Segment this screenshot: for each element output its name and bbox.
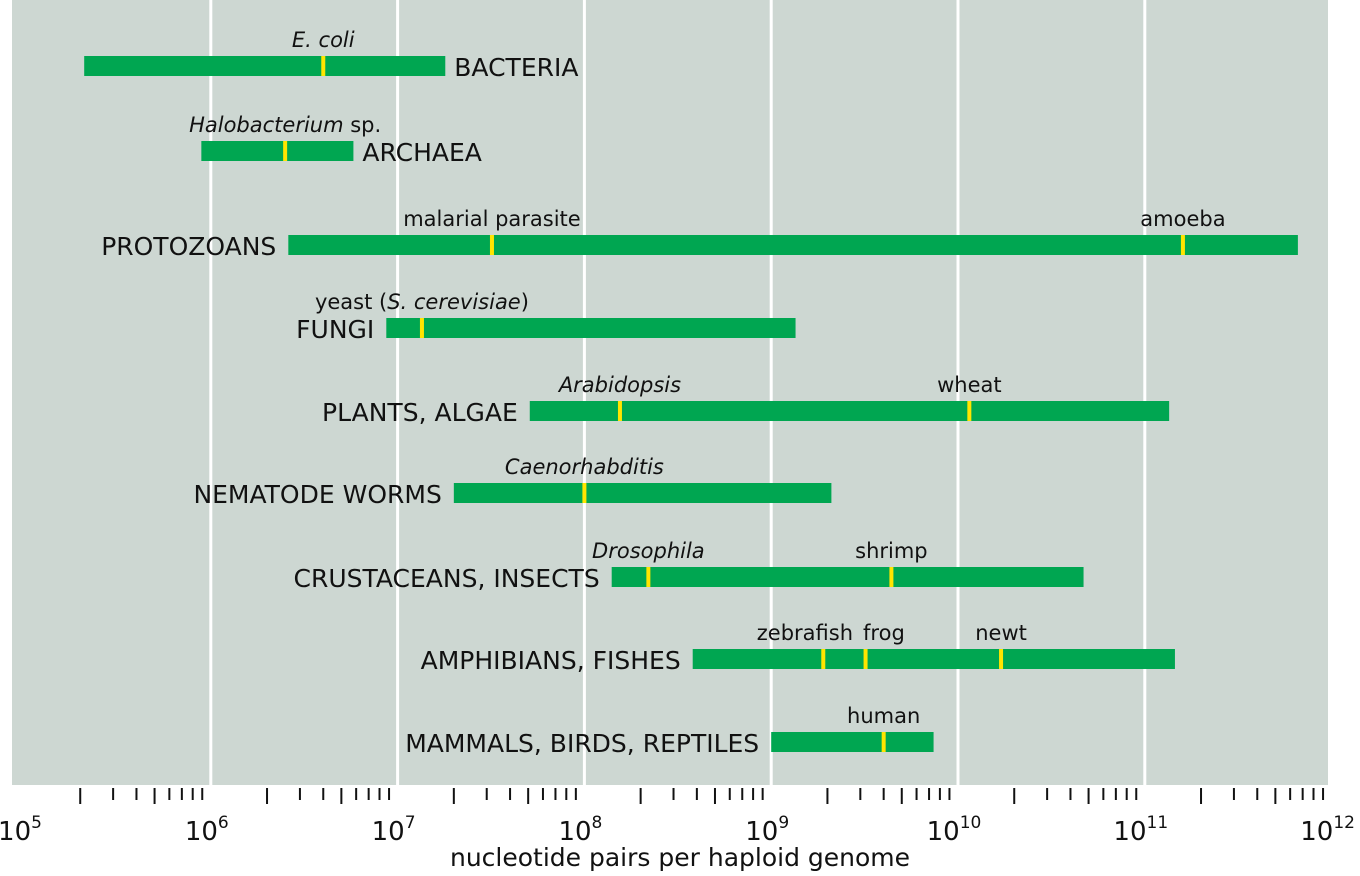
group-bacteria: BACTERIA E. coli [84,28,578,82]
species-label: shrimp [855,539,928,563]
range-bar [692,649,1175,669]
x-tick-label: 105 [0,813,42,847]
group-label: NEMATODE WORMS [193,480,441,509]
range-bar [288,235,1298,255]
range-bar [84,56,446,76]
group-label: BACTERIA [454,53,578,82]
group-label: CRUSTACEANS, INSECTS [294,564,600,593]
group-label: MAMMALS, BIRDS, REPTILES [405,729,759,758]
species-marker [489,235,494,255]
x-axis: 105 106 107 108 109 1010 1011 1012 [0,788,1355,847]
species-label: amoeba [1140,207,1225,231]
group-plants-algae: PLANTS, ALGAE Arabidopsis wheat [322,373,1170,427]
species-marker [646,567,651,587]
group-label: AMPHIBIANS, FISHES [421,646,681,675]
species-label: newt [975,621,1027,645]
group-label: FUNGI [296,315,374,344]
range-bar [386,318,796,338]
range-bar [453,483,832,503]
group-amphibians-fishes: AMPHIBIANS, FISHES zebrafish frog newt [421,621,1175,675]
species-label: yeast (S. cerevisiae) [315,290,529,314]
range-bar [611,567,1084,587]
species-label: wheat [937,373,1002,397]
species-marker [582,483,587,503]
x-tick-label: 108 [558,813,602,847]
x-tick-label: 106 [185,813,229,847]
x-axis-label: nucleotide pairs per haploid genome [450,843,910,872]
x-tick-label: 1010 [927,813,982,847]
group-label: PROTOZOANS [101,232,276,261]
x-tick-label: 109 [745,813,789,847]
group-label: ARCHAEA [362,138,481,167]
species-marker [283,141,288,161]
species-label: zebrafish [757,621,853,645]
species-marker [617,401,622,421]
x-tick-label: 107 [372,813,416,847]
species-label: Halobacterium sp. [189,113,381,137]
species-label: E. coli [292,28,355,52]
species-marker [967,401,972,421]
species-marker [889,567,894,587]
species-label: human [847,704,920,728]
species-marker [881,732,886,752]
species-label: Drosophila [592,539,705,563]
species-marker [999,649,1004,669]
group-nematode-worms: NEMATODE WORMS Caenorhabditis [193,455,832,509]
species-label: malarial parasite [403,207,581,231]
group-protozoans: PROTOZOANS malarial parasite amoeba [101,207,1298,261]
species-label: frog [863,621,905,645]
species-marker [419,318,424,338]
species-marker [863,649,868,669]
group-label: PLANTS, ALGAE [322,398,518,427]
range-bar [529,401,1170,421]
group-mammals-birds-reptiles: MAMMALS, BIRDS, REPTILES human [405,704,934,758]
species-label: Caenorhabditis [505,455,664,479]
range-bar [771,732,934,752]
x-tick-label: 1012 [1300,813,1355,847]
range-bar [201,141,354,161]
species-marker [321,56,326,76]
x-tick-label: 1011 [1113,813,1168,847]
species-label: Arabidopsis [557,373,681,397]
species-marker [821,649,826,669]
species-marker [1180,235,1185,255]
